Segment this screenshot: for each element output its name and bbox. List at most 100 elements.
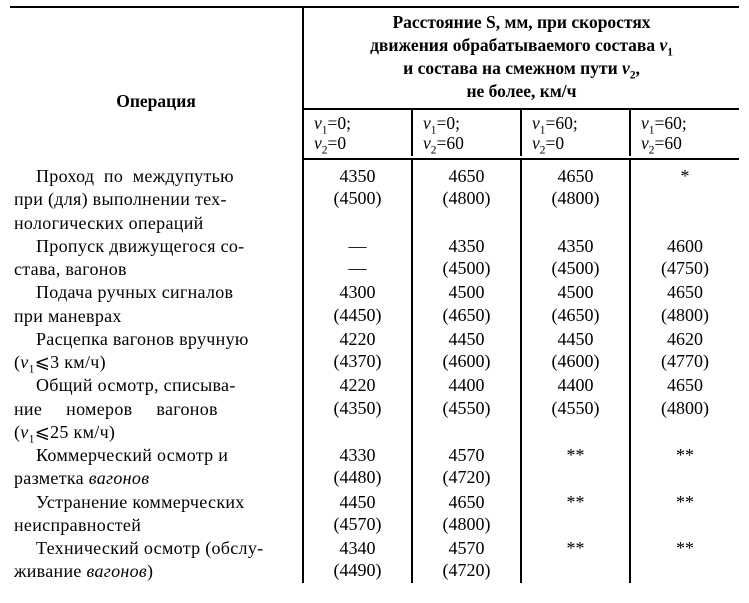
operation-cell: Устранение коммерческих	[10, 491, 303, 514]
operation-cell-cont: при (для) выполнении тех-	[10, 188, 303, 211]
value-cell: 4650	[630, 281, 739, 304]
operation-cell-cont: при маневрах	[10, 305, 303, 328]
paren-value-cell	[521, 467, 630, 490]
paren-value-cell	[630, 514, 739, 537]
value-cell: 4450	[412, 328, 521, 351]
paren-value-cell: (4500)	[521, 258, 630, 281]
operation-cell: Технический осмотр (обслу-	[10, 537, 303, 560]
operation-cell: Пропуск движущегося со-	[10, 235, 303, 258]
subheader-3-a: v1=60;	[641, 113, 687, 133]
paren-value-cell: (4600)	[521, 351, 630, 374]
paren-value-cell: (4450)	[303, 305, 412, 328]
value-cell: 4570	[412, 444, 521, 467]
table-row: живание вагонов)(4490)(4720)	[10, 560, 739, 583]
subheader-0-a: v1=0;	[314, 113, 351, 133]
main-table: Операция Расстояние S, мм, при скоростях…	[10, 6, 739, 583]
table-row: Расцепка вагонов вручную4220445044504620	[10, 328, 739, 351]
value-cell: 4400	[521, 374, 630, 397]
header-top-line2: движения обрабатываемого состава v1	[370, 35, 673, 55]
table-row: при маневрах(4450)(4650)(4650)(4800)	[10, 305, 739, 328]
table-row: неисправностей(4570)(4800)	[10, 514, 739, 537]
paren-value-cell: —	[303, 258, 412, 281]
paren-value-cell: (4750)	[630, 258, 739, 281]
subheader-0-b: v2=0	[314, 133, 346, 153]
value-cell: 4600	[630, 235, 739, 258]
table-row: разметка вагонов(4480)(4720)	[10, 467, 739, 490]
table-row: при (для) выполнении тех-(4500)(4800)(48…	[10, 188, 739, 211]
operation-cell-cont: неисправностей	[10, 514, 303, 537]
operation-cell: Расцепка вагонов вручную	[10, 328, 303, 351]
paren-value-cell	[521, 560, 630, 583]
header-top-line1: Расстояние S, мм, при скоростях	[392, 12, 650, 32]
value-cell: **	[630, 444, 739, 467]
paren-value-cell: (4800)	[630, 398, 739, 421]
value-cell: 4350	[303, 165, 412, 188]
paren-value-cell: (4800)	[630, 305, 739, 328]
paren-value-cell: (4570)	[303, 514, 412, 537]
value-cell: —	[303, 235, 412, 258]
subheader-1-a: v1=0;	[423, 113, 460, 133]
header-top-line3: и состава на смежном пути v2,	[403, 58, 640, 78]
operation-cell: Общий осмотр, списыва-	[10, 374, 303, 397]
table-row: Общий осмотр, списыва-4220440044004650	[10, 374, 739, 397]
value-cell: 4450	[303, 491, 412, 514]
operation-cell: Проход по междупутью	[10, 165, 303, 188]
paren-value-cell	[630, 188, 739, 211]
operation-cell-cont: (v1⩽3 км/ч)	[10, 351, 303, 374]
paren-value-cell: (4370)	[303, 351, 412, 374]
paren-value-cell: (4650)	[412, 305, 521, 328]
value-cell: 4330	[303, 444, 412, 467]
value-cell: 4500	[521, 281, 630, 304]
operation-cell-cont: нологических операций	[10, 212, 303, 235]
table-row: става, вагонов—(4500)(4500)(4750)	[10, 258, 739, 281]
value-cell: 4620	[630, 328, 739, 351]
value-cell: 4450	[521, 328, 630, 351]
value-cell: 4220	[303, 328, 412, 351]
paren-value-cell: (4500)	[412, 258, 521, 281]
table-row: Подача ручных сигналов4300450045004650	[10, 281, 739, 304]
table-row: ние номеров вагонов(4350)(4550)(4550)(48…	[10, 398, 739, 421]
table-row: Устранение коммерческих44504650****	[10, 491, 739, 514]
operation-cell-cont: живание вагонов)	[10, 560, 303, 583]
value-cell: 4650	[412, 491, 521, 514]
subheader-2-a: v1=60;	[532, 113, 578, 133]
table-row: нологических операций	[10, 212, 739, 235]
value-cell: 4350	[521, 235, 630, 258]
value-cell: 4340	[303, 537, 412, 560]
paren-value-cell: (4720)	[412, 560, 521, 583]
paren-value-cell	[521, 514, 630, 537]
value-cell: **	[521, 444, 630, 467]
subheader-2-b: v2=0	[532, 133, 564, 153]
operation-cell-cont: става, вагонов	[10, 258, 303, 281]
header-top-line4: не более, км/ч	[466, 81, 576, 101]
paren-value-cell	[630, 467, 739, 490]
paren-value-cell: (4650)	[521, 305, 630, 328]
table-row: (v1⩽3 км/ч)(4370)(4600)(4600)(4770)	[10, 351, 739, 374]
subheader-3-b: v2=60	[641, 133, 682, 153]
paren-value-cell: (4800)	[521, 188, 630, 211]
table-row: Коммерческий осмотр и43304570****	[10, 444, 739, 467]
operation-cell-cont: разметка вагонов	[10, 467, 303, 490]
table-row: Проход по междупутью435046504650*	[10, 165, 739, 188]
subheader-1-b: v2=60	[423, 133, 464, 153]
operation-cell-cont: (v1⩽25 км/ч)	[10, 421, 303, 444]
paren-value-cell: (4480)	[303, 467, 412, 490]
operation-cell: Коммерческий осмотр и	[10, 444, 303, 467]
table-body: Проход по междупутью435046504650*при (дл…	[10, 165, 739, 583]
table-row: Пропуск движущегося со-—435043504600	[10, 235, 739, 258]
paren-value-cell: (4350)	[303, 398, 412, 421]
paren-value-cell: (4500)	[303, 188, 412, 211]
value-cell: *	[630, 165, 739, 188]
paren-value-cell: (4550)	[521, 398, 630, 421]
value-cell: **	[521, 491, 630, 514]
paren-value-cell: (4800)	[412, 514, 521, 537]
value-cell: **	[630, 491, 739, 514]
table-row: (v1⩽25 км/ч)	[10, 421, 739, 444]
value-cell: 4650	[630, 374, 739, 397]
value-cell: 4570	[412, 537, 521, 560]
value-cell: 4400	[412, 374, 521, 397]
value-cell: 4300	[303, 281, 412, 304]
value-cell: 4650	[521, 165, 630, 188]
value-cell: 4220	[303, 374, 412, 397]
paren-value-cell: (4600)	[412, 351, 521, 374]
